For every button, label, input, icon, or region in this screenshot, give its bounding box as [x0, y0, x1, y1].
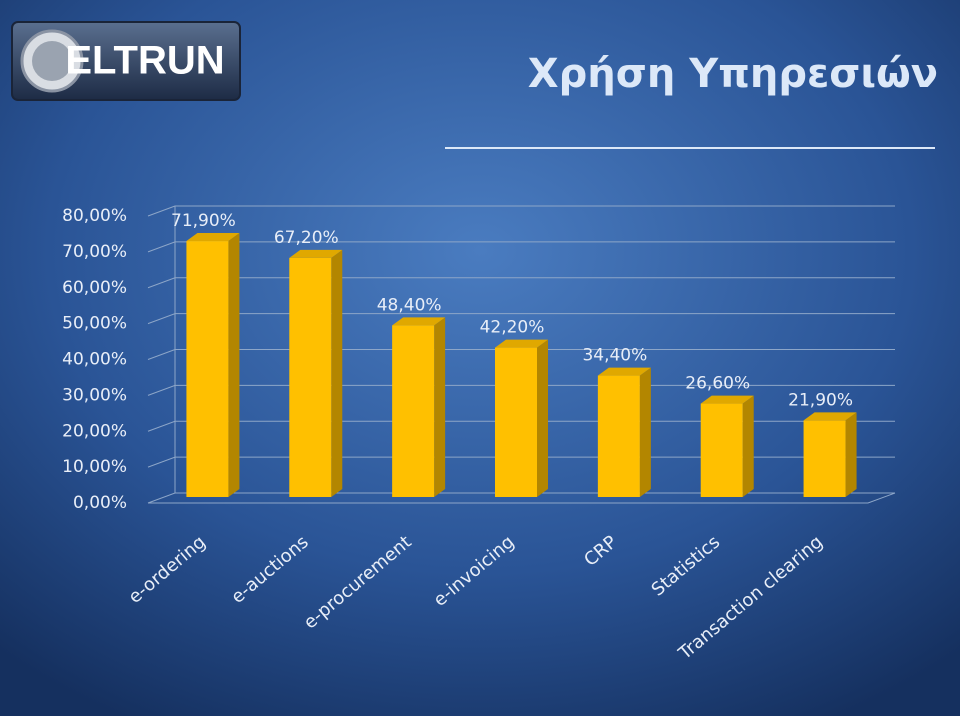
y-tick-label: 10,00% — [62, 457, 127, 477]
bar-face — [803, 412, 857, 421]
bar-face — [228, 233, 240, 497]
bar-face — [639, 367, 651, 497]
value-label: 48,40% — [377, 295, 442, 315]
bar-face — [597, 375, 640, 497]
bar-face — [495, 339, 548, 348]
y-tick-label: 20,00% — [62, 421, 127, 441]
bar — [495, 339, 548, 497]
logo: ELTRUN — [11, 21, 241, 101]
value-label: 71,90% — [171, 211, 236, 231]
bar — [186, 233, 240, 497]
bar-face — [845, 412, 857, 497]
bar-face — [331, 249, 343, 497]
value-label: 34,40% — [582, 346, 647, 366]
bar-face — [434, 317, 446, 497]
y-tick-label: 80,00% — [62, 206, 127, 226]
bar-face — [495, 347, 537, 497]
logo-text: ELTRUN — [65, 39, 224, 83]
y-tick-label: 30,00% — [62, 385, 127, 405]
y-tick-label: 50,00% — [62, 314, 127, 334]
bar-face — [392, 317, 446, 326]
y-tick-label: 0,00% — [73, 493, 127, 513]
bar-face — [186, 233, 240, 242]
value-label: 67,20% — [274, 228, 339, 248]
chart-title: Χρήση Υπηρεσιών — [528, 51, 938, 97]
bar-face — [537, 339, 548, 497]
value-label: 42,20% — [480, 318, 545, 338]
bar-face — [289, 249, 343, 258]
bar-face — [700, 395, 754, 404]
floor — [148, 492, 896, 504]
bar-face — [186, 241, 229, 497]
bar-face — [392, 325, 435, 497]
value-label: 26,60% — [685, 374, 750, 394]
bar — [803, 412, 857, 497]
bar-face — [742, 395, 754, 497]
bar — [597, 367, 651, 497]
bar-face — [803, 420, 846, 497]
bar — [700, 395, 754, 497]
y-tick-label: 70,00% — [62, 242, 127, 262]
value-label: 21,90% — [788, 390, 853, 410]
bar — [289, 249, 343, 497]
bar-face — [700, 403, 743, 497]
bar — [392, 317, 446, 497]
bar-face — [289, 257, 332, 497]
y-tick-label: 60,00% — [62, 278, 127, 298]
y-tick-label: 40,00% — [62, 350, 127, 370]
bar-face — [597, 367, 651, 376]
